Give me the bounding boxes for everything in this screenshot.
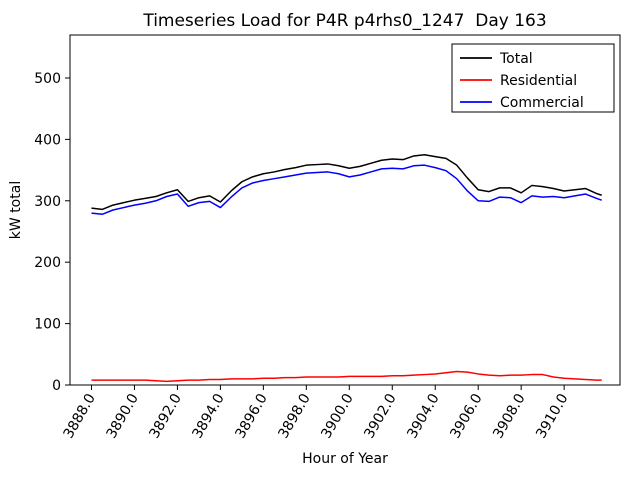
legend-entry-commercial: Commercial [460, 95, 584, 111]
series-line-total [91, 153, 602, 211]
legend-label-total: Total [499, 51, 533, 67]
series-line-residential [91, 370, 602, 383]
legend-label-commercial: Commercial [500, 95, 584, 111]
legend-entry-total: Total [460, 51, 533, 67]
x-tick-label: 3900.0 [318, 391, 356, 441]
x-axis-label: Hour of Year [302, 451, 388, 467]
series-line-commercial [91, 164, 602, 216]
chart-title: Timeseries Load for P4R p4rhs0_1247 Day … [142, 11, 546, 31]
x-tick-label: 3892.0 [147, 391, 185, 441]
x-tick-label: 3910.0 [533, 391, 571, 441]
x-tick-label: 3896.0 [232, 391, 270, 441]
x-tick-label: 3908.0 [490, 391, 528, 441]
y-tick-label: 100 [34, 317, 61, 333]
legend-entry-residential: Residential [460, 73, 577, 89]
legend-box [451, 43, 615, 113]
axes-spines [69, 34, 621, 386]
y-tick-label: 0 [52, 378, 61, 394]
x-tick-label: 3902.0 [361, 391, 399, 441]
y-tick-label: 300 [34, 194, 61, 210]
x-tick-label: 3904.0 [404, 391, 442, 441]
y-tick-label: 200 [34, 255, 61, 271]
legend: Total Residential Commercial [451, 43, 615, 113]
y-axis-label: kW total [8, 181, 24, 239]
y-tick-label: 400 [34, 132, 61, 148]
x-tick-label: 3898.0 [275, 391, 313, 441]
y-tick-label: 500 [34, 71, 61, 87]
x-tick-label: 3894.0 [189, 391, 227, 441]
x-tick-label: 3906.0 [447, 391, 485, 441]
legend-label-residential: Residential [500, 73, 577, 89]
x-tick-label: 3890.0 [104, 391, 142, 441]
x-tick-label: 3888.0 [61, 391, 99, 441]
